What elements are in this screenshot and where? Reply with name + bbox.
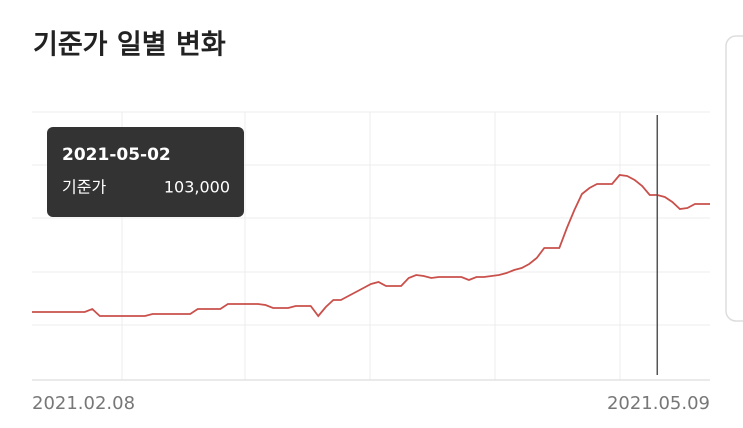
plot: 2021.02.08 2021.05.09 [32,174,710,414]
chart-title: 기준가 일별 변화 [33,30,226,61]
side-card [725,35,743,322]
line [32,174,710,318]
tooltip-date: 2021-05-02 [62,145,171,165]
x-tick-label: 2021.02.08 [32,393,135,414]
tooltip-value: 103,000 [164,178,230,197]
tooltip: 2021-05-02 기준가 103,000 [47,127,244,217]
tooltip-label: 기준가 [62,178,106,197]
x-tick-label: 2021.05.09 [607,393,710,414]
tooltip-box [47,127,244,217]
